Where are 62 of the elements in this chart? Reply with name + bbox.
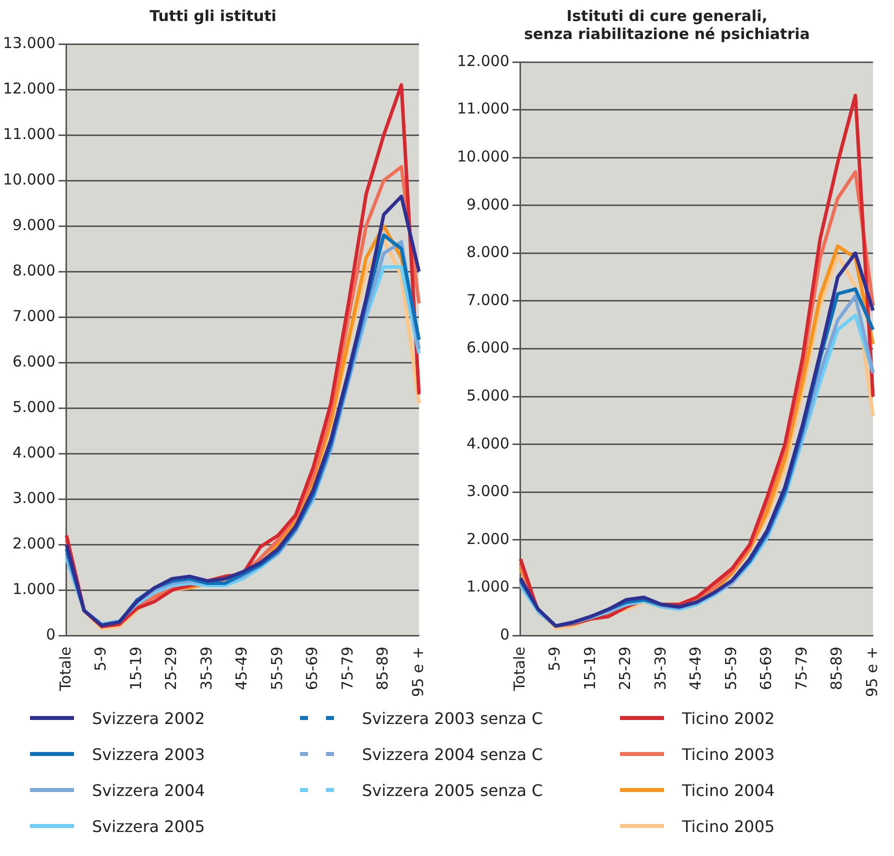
y-tick-label: 11.000: [2, 124, 56, 143]
x-tick-label: 15-19: [126, 646, 145, 690]
x-tick-label: 35-39: [197, 646, 216, 690]
x-tick-label: 55-59: [722, 646, 740, 690]
x-tick-label: 55-59: [268, 646, 286, 690]
legend-label: Svizzera 2003: [92, 744, 205, 764]
legend-label: Ticino 2004: [682, 780, 775, 800]
y-tick-label: 0: [500, 625, 510, 644]
y-tick-label: 10.000: [456, 147, 510, 166]
y-tick-label: 10.000: [2, 170, 56, 188]
y-tick-label: 8.000: [466, 243, 510, 262]
y-tick-label: 5.000: [466, 386, 510, 404]
x-tick-label: 35-39: [651, 646, 670, 690]
y-tick-label: 2.000: [466, 530, 510, 548]
y-tick-label: 4.000: [12, 443, 56, 462]
x-tick-label: 15-19: [580, 646, 599, 690]
y-tick-label: 12.000: [2, 79, 56, 98]
y-tick-label: 7.000: [466, 290, 510, 309]
x-tick-label: 45-49: [232, 646, 251, 690]
y-tick-label: 1.000: [12, 580, 56, 598]
x-tick-label: 45-49: [686, 646, 705, 690]
x-tick-label: 85-89: [828, 646, 846, 690]
x-tick-label: 65-69: [303, 646, 322, 690]
y-tick-label: 13.000: [2, 34, 56, 52]
x-tick-label: 5-9: [92, 646, 110, 672]
y-tick-label: 4.000: [466, 434, 510, 452]
y-tick-label: 9.000: [12, 216, 56, 234]
x-tick-label: 25-29: [616, 646, 634, 690]
y-tick-label: 6.000: [12, 352, 56, 370]
legend-label: Svizzera 2004 senza C: [362, 744, 543, 764]
legend-label: Ticino 2003: [682, 744, 775, 764]
legend-label: Svizzera 2003 senza C: [362, 708, 543, 728]
legend-label: Svizzera 2005: [92, 816, 205, 836]
y-tick-label: 11.000: [456, 100, 510, 118]
y-tick-label: 1.000: [466, 578, 510, 596]
y-tick-label: 3.000: [466, 482, 510, 500]
legend-label: Ticino 2005: [682, 816, 775, 836]
y-tick-label: 6.000: [466, 338, 510, 357]
x-tick-label: 75-79: [792, 646, 810, 690]
y-tick-label: 12.000: [456, 52, 510, 70]
x-tick-label: 25-29: [162, 646, 180, 690]
legend-label: Svizzera 2004: [92, 780, 205, 800]
y-tick-label: 2.000: [12, 534, 56, 552]
x-tick-label: 95 e +: [862, 646, 881, 697]
x-tick-label: 65-69: [757, 646, 776, 690]
x-tick-label: Totale: [510, 646, 528, 692]
legend-label: Svizzera 2005 senza C: [362, 780, 543, 800]
legend-label: Ticino 2002: [682, 708, 775, 728]
y-tick-label: 0: [46, 625, 56, 644]
y-tick-label: 8.000: [12, 261, 56, 280]
y-tick-label: 5.000: [12, 398, 56, 416]
x-tick-label: Totale: [56, 646, 74, 692]
x-tick-label: 95 e +: [408, 646, 427, 697]
chart-title: Tutti gli istituti: [150, 6, 276, 25]
y-tick-label: 7.000: [12, 306, 56, 325]
x-tick-label: 5-9: [546, 646, 564, 672]
chart-title: Istituti di cure generali, senza riabilitazione né psichiatria: [524, 6, 810, 43]
legend-label: Svizzera 2002: [92, 708, 205, 728]
y-tick-label: 9.000: [466, 195, 510, 214]
x-tick-label: 85-89: [374, 646, 392, 690]
x-tick-label: 75-79: [338, 646, 356, 690]
y-tick-label: 3.000: [12, 488, 56, 507]
